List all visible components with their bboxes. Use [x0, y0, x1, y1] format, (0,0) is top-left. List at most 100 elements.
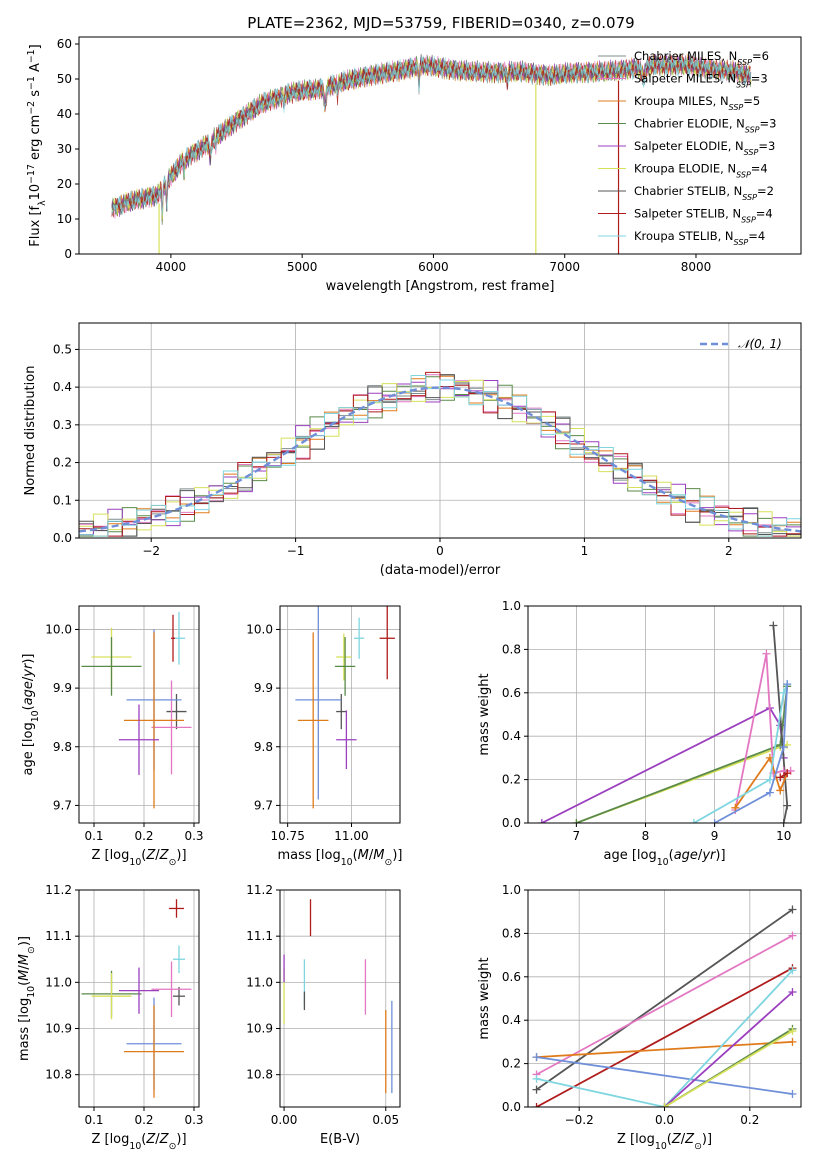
x-axis-label-part: E(B-V)	[320, 1132, 360, 1147]
axes-frame	[78, 605, 200, 824]
x-tick-label: 7000	[549, 260, 580, 274]
x-axis-label-part: Z [	[617, 1132, 635, 1147]
legend-entry-name: Chabrier ELODIE, N	[634, 117, 745, 131]
x-axis-label-part: /	[681, 1132, 686, 1147]
legend-entry-name: Kroupa ELODIE, N	[634, 162, 736, 176]
y-tick-label: 10.9	[45, 1022, 72, 1036]
y-axis-label-part: (	[17, 981, 32, 986]
data-point	[336, 633, 352, 681]
y-tick-label: 10.0	[246, 622, 273, 636]
y-axis-label: Normed distribution	[23, 366, 38, 496]
data-point	[354, 617, 365, 659]
data-point	[297, 632, 329, 809]
y-axis-label-part: log	[21, 722, 36, 742]
x-tick-label: 0	[436, 544, 444, 558]
data-point	[151, 961, 192, 1017]
x-tick-label: 7	[573, 829, 581, 843]
x-axis-label-part: )	[176, 848, 181, 863]
x-axis-label-part: (	[669, 848, 674, 863]
x-axis-label-part: ⊙	[169, 857, 177, 868]
data-point	[124, 1005, 184, 1098]
x-tick-label: 0.05	[372, 1113, 399, 1127]
x-axis-label-part: ]	[181, 848, 186, 863]
x-axis-label: Z [log10(Z/Z⊙)]	[91, 848, 186, 868]
legend-entry-name: Kroupa MILES, N	[634, 94, 729, 108]
y-tick-label: 0.4	[53, 380, 72, 394]
y-axis-label-part: Normed distribution	[23, 366, 38, 496]
axes-frame	[78, 889, 200, 1108]
legend-entry: Chabrier STELIB, NSSP=2	[634, 184, 774, 202]
x-axis-label-part: Z	[159, 848, 170, 863]
y-axis-label: Flux [fλ10−17 erg cm−2 s−1 A−1]	[26, 44, 48, 246]
weight-marker	[532, 1085, 541, 1094]
x-axis-label-part: (	[141, 848, 146, 863]
weight-line	[714, 684, 789, 823]
legend-entry-sub: SSP	[736, 170, 751, 179]
x-tick-label: −2	[142, 544, 160, 558]
x-tick-label: 10	[776, 829, 791, 843]
y-axis-label-part: −1	[26, 76, 37, 90]
y-tick-label: 0.6	[502, 686, 521, 700]
plot-area	[111, 53, 752, 254]
x-axis-label-part: age	[674, 848, 698, 863]
y-axis-label-part: −17	[26, 164, 37, 184]
x-axis-label-part: /	[369, 848, 374, 863]
x-tick-label: 0.1	[84, 1113, 103, 1127]
x-tick-label: 8	[642, 829, 650, 843]
weight-line	[734, 755, 789, 809]
y-tick-label: 9.7	[254, 798, 273, 812]
y-tick-label: 11.1	[246, 929, 273, 943]
axes-decor: −0.2 0.0 0.20.00.20.40.60.81.0Z [log10(Z/Z…	[477, 883, 802, 1152]
x-tick-label: 0.2	[134, 1113, 153, 1127]
y-tick-label: 10	[57, 212, 72, 226]
x-tick-label: 0.2	[740, 1113, 759, 1127]
y-axis-label: age [log10(age/yr)]	[21, 653, 41, 775]
y-axis-label-part: −2	[26, 101, 37, 115]
legend-entry-count: =3	[760, 117, 777, 131]
axes-frame	[279, 889, 401, 1108]
legend-entry: Salpeter MILES, NSSP=3	[634, 72, 768, 90]
data-point	[151, 680, 192, 775]
x-axis-label-part: log	[110, 848, 130, 863]
weight-marker	[532, 1103, 541, 1107]
x-axis-label-part: /	[155, 848, 160, 863]
legend-entry: 𝒩(0, 1)	[738, 337, 782, 351]
y-tick-label: 9.8	[53, 740, 72, 754]
weight-marker	[689, 819, 698, 823]
residual-histogram	[79, 375, 801, 537]
axes-decor: 0.1 0.2 0.310.810.911.011.111.2Z [log10(Z/…	[17, 883, 204, 1152]
y-axis-label-part: ]	[17, 936, 32, 941]
x-axis-label-part: /	[155, 1132, 160, 1147]
y-tick-label: 50	[57, 72, 72, 86]
data-point	[124, 632, 184, 809]
y-axis-label-part: −1	[26, 49, 37, 63]
legend-entry: Salpeter STELIB, NSSP=4	[634, 207, 773, 225]
y-axis-label-part: λ	[37, 200, 48, 206]
weight-marker	[765, 788, 774, 797]
residuals-chart: −2 −1 0 1 2 0.0 0.1 0.2 0.3 0.4 0.5 (data-model)/er…	[23, 322, 802, 578]
y-axis-label: mass weight	[477, 673, 492, 755]
y-tick-label: 1.0	[502, 883, 521, 897]
y-tick-label: 11.2	[45, 883, 72, 897]
age-vs-metallicity-chart: 0.1 0.2 0.39.79.89.910.0Z [log10(Z/Z⊙)]age…	[21, 605, 204, 868]
x-axis-label-part: M	[358, 848, 369, 863]
y-axis-label-part: (	[21, 705, 36, 710]
y-tick-label: 10.0	[45, 622, 72, 636]
x-axis-label: (data-model)/error	[380, 563, 501, 578]
weight-line	[536, 934, 793, 1076]
residual-histogram	[79, 371, 801, 537]
y-axis-label-part: M	[17, 970, 32, 981]
legend-entry-name: Chabrier STELIB, N	[634, 184, 742, 198]
y-tick-label: 11.0	[45, 975, 72, 989]
x-tick-label: 0.0	[655, 1113, 674, 1127]
plot-area	[81, 611, 192, 809]
x-axis-label-part: mass [	[277, 848, 320, 863]
y-axis-label: mass [log10(M/M⊙)]	[17, 936, 37, 1061]
y-axis-label-part: erg cm	[28, 115, 43, 164]
x-axis-label-part: Z	[671, 1132, 682, 1147]
x-tick-label: 8000	[681, 260, 712, 274]
weight-marker	[769, 621, 778, 630]
x-axis-label: E(B-V)	[320, 1132, 360, 1147]
